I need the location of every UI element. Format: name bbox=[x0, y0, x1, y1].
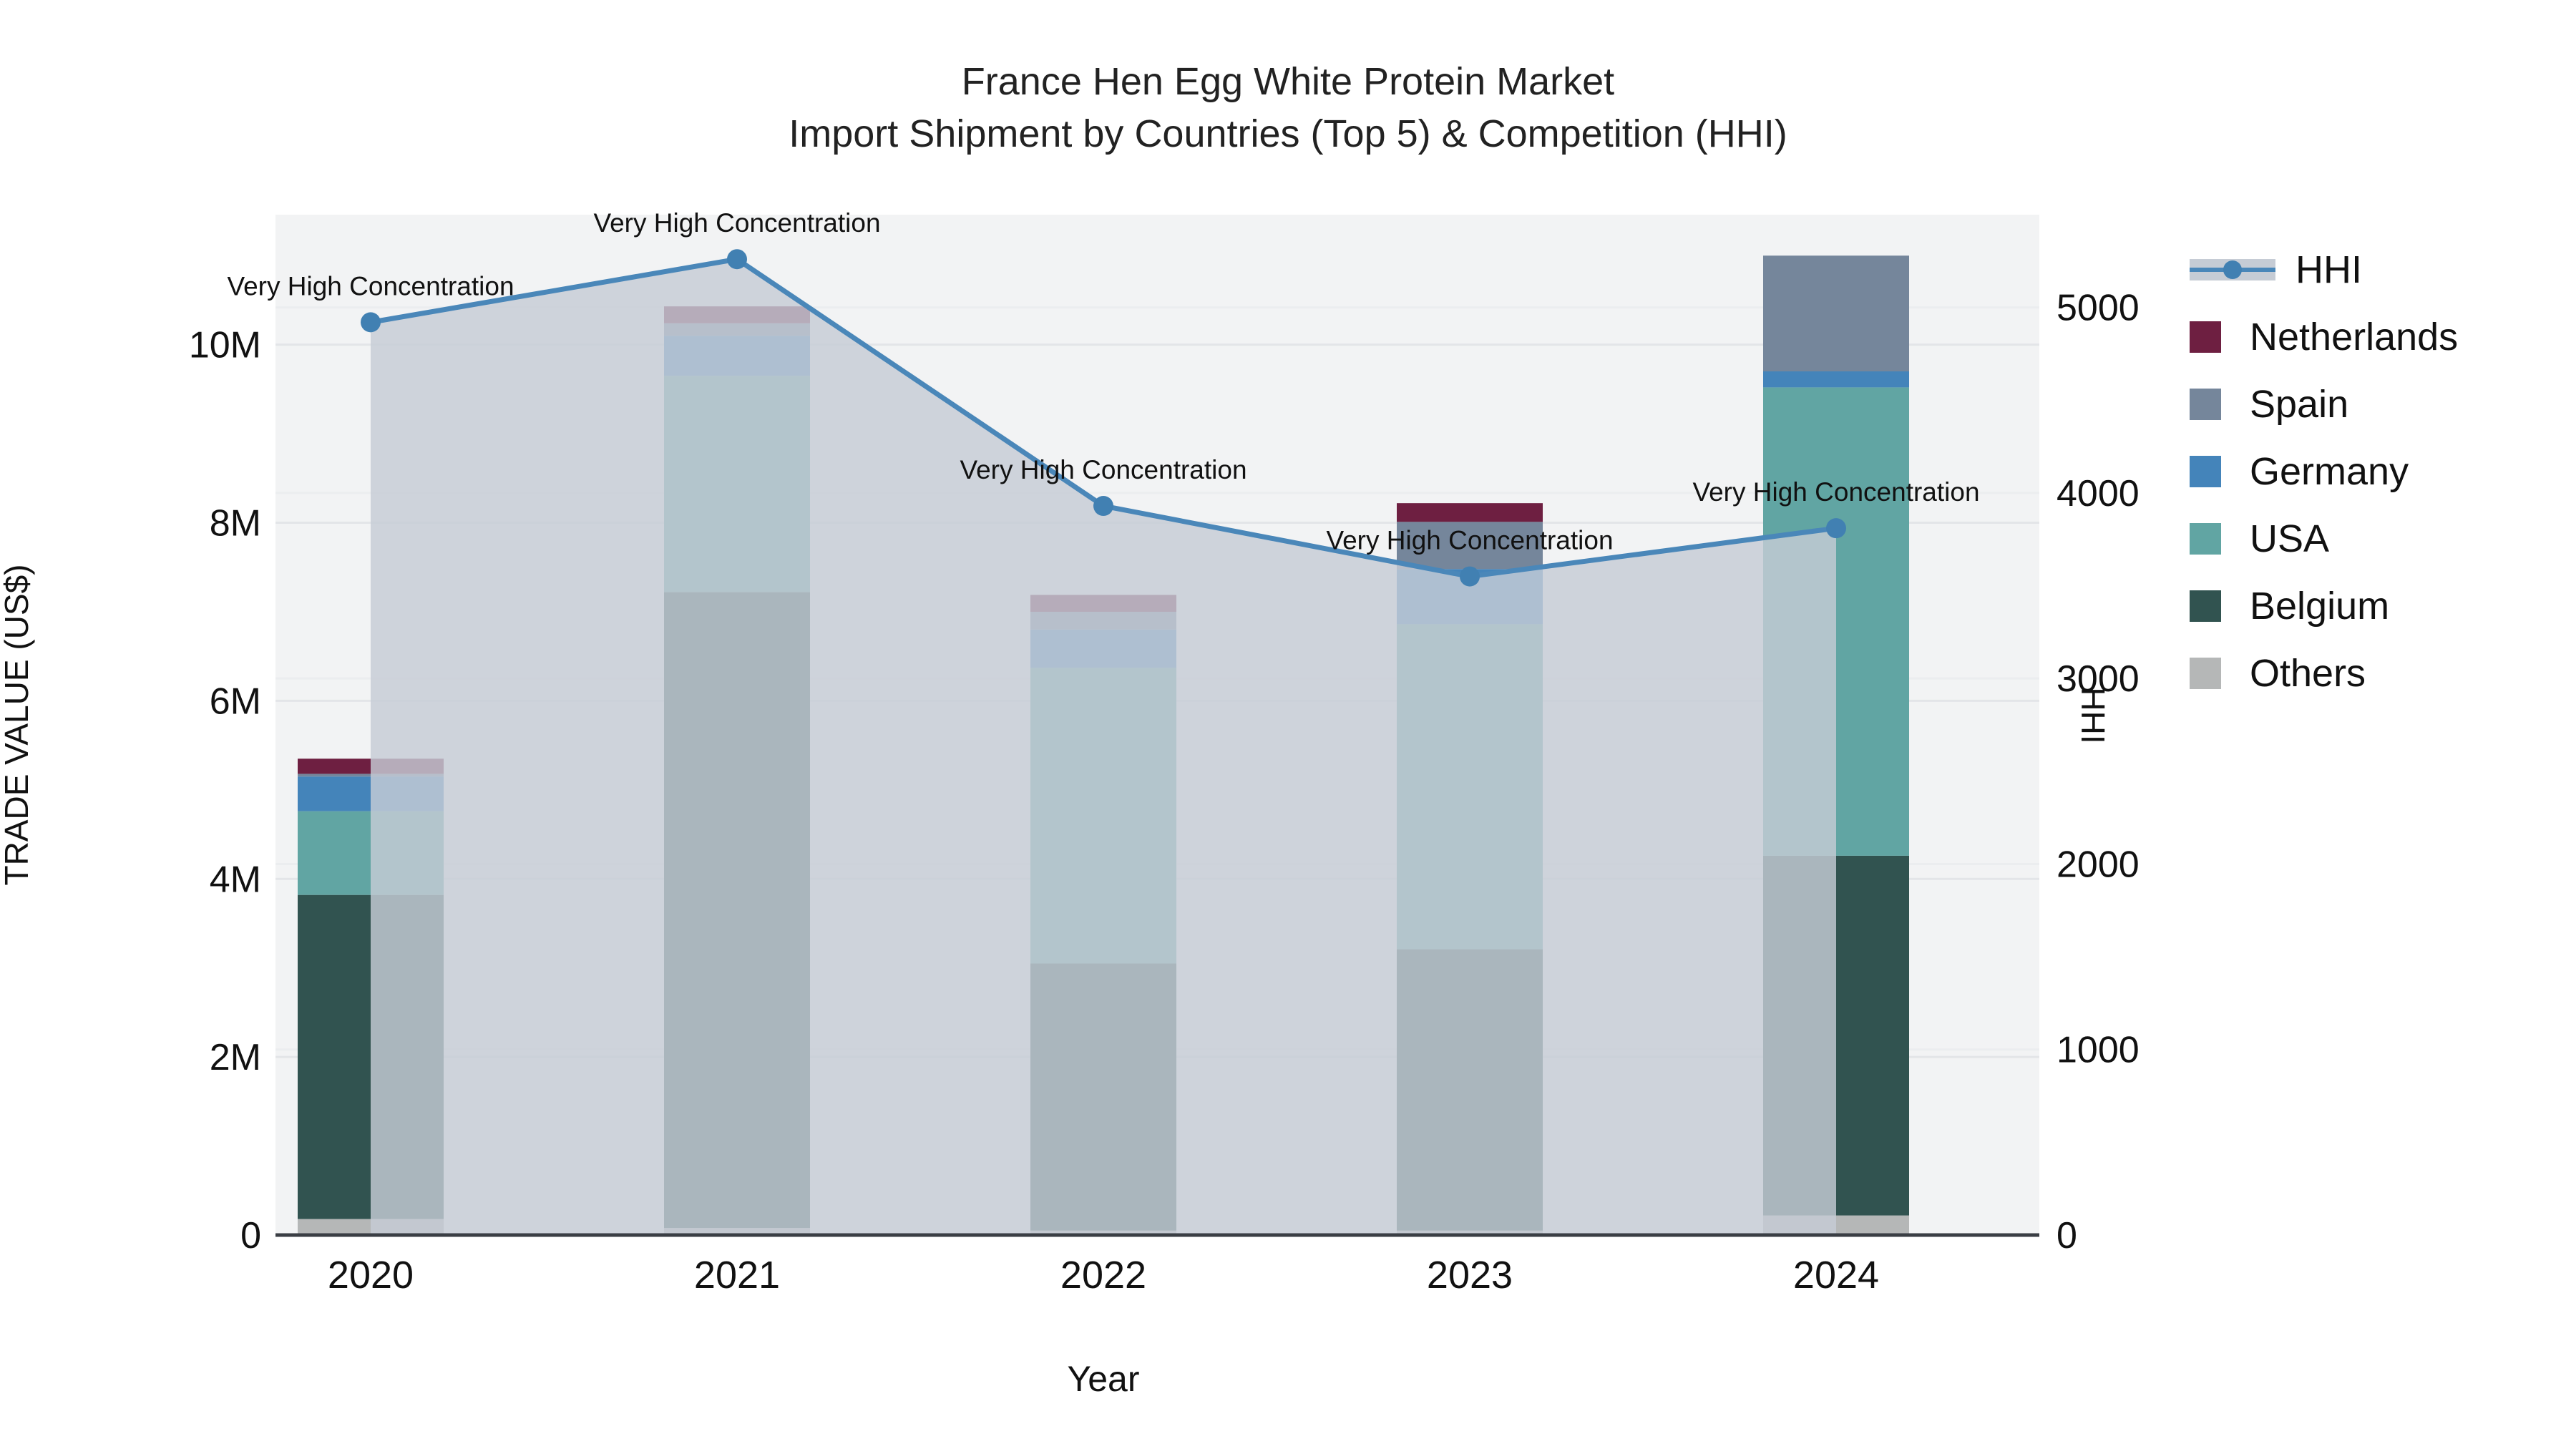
legend-swatch-spain bbox=[2190, 389, 2221, 420]
y2-tick-1000: 1000 bbox=[2057, 1030, 2140, 1071]
legend-label-others: Others bbox=[2250, 652, 2366, 695]
legend-label-netherlands: Netherlands bbox=[2250, 316, 2459, 358]
legend-item-belgium[interactable]: Belgium bbox=[2190, 572, 2458, 640]
legend-item-netherlands[interactable]: Netherlands bbox=[2190, 303, 2458, 371]
legend-swatch-hhi-line-icon bbox=[2190, 259, 2275, 280]
bar-segment-netherlands-2023 bbox=[1397, 503, 1543, 522]
legend-item-usa[interactable]: USA bbox=[2190, 505, 2458, 572]
annotation-2023: Very High Concentration bbox=[1326, 526, 1613, 555]
legend: HHI Netherlands Spain Germany USA Belgium Othe… bbox=[2190, 236, 2458, 707]
legend-label-usa: USA bbox=[2250, 517, 2330, 560]
legend-swatch-others bbox=[2190, 658, 2221, 689]
y-tick-0: 0 bbox=[240, 1215, 261, 1257]
chart-title-line1: France Hen Egg White Protein Market bbox=[961, 60, 1615, 103]
legend-item-germany[interactable]: Germany bbox=[2190, 438, 2458, 505]
bar-segment-germany-2024 bbox=[1763, 371, 1909, 388]
legend-item-hhi[interactable]: HHI bbox=[2190, 236, 2458, 303]
x-tick-2020: 2020 bbox=[328, 1254, 414, 1297]
bar-segment-spain-2024 bbox=[1763, 255, 1909, 372]
y2-tick-5000: 5000 bbox=[2057, 288, 2140, 329]
y2-tick-2000: 2000 bbox=[2057, 844, 2140, 885]
x-tick-2021: 2021 bbox=[694, 1254, 780, 1297]
legend-swatch-belgium bbox=[2190, 590, 2221, 622]
legend-label-hhi: HHI bbox=[2296, 248, 2362, 291]
hhi-marker-2024 bbox=[1826, 518, 1846, 539]
legend-label-spain: Spain bbox=[2250, 383, 2349, 426]
x-tick-2022: 2022 bbox=[1060, 1254, 1146, 1297]
chart-title: France Hen Egg White Protein Market Impo… bbox=[0, 56, 2576, 160]
annotation-2024: Very High Concentration bbox=[1692, 477, 1979, 507]
legend-swatch-germany bbox=[2190, 456, 2221, 487]
y2-tick-4000: 4000 bbox=[2057, 473, 2140, 514]
legend-item-others[interactable]: Others bbox=[2190, 640, 2458, 707]
legend-swatch-usa bbox=[2190, 523, 2221, 555]
y-tick-2M: 2M bbox=[210, 1037, 261, 1078]
y2-tick-3000: 3000 bbox=[2057, 658, 2140, 700]
legend-item-spain[interactable]: Spain bbox=[2190, 371, 2458, 438]
x-tick-2023: 2023 bbox=[1427, 1254, 1513, 1297]
legend-label-belgium: Belgium bbox=[2250, 585, 2390, 628]
annotation-2021: Very High Concentration bbox=[593, 208, 880, 238]
legend-label-germany: Germany bbox=[2250, 450, 2409, 493]
hhi-marker-2023 bbox=[1460, 566, 1480, 587]
y2-tick-0: 0 bbox=[2057, 1215, 2077, 1257]
chart-title-line2: Import Shipment by Countries (Top 5) & C… bbox=[789, 112, 1787, 155]
annotation-2022: Very High Concentration bbox=[960, 455, 1246, 484]
y-tick-4M: 4M bbox=[210, 859, 261, 900]
y-tick-8M: 8M bbox=[210, 503, 261, 545]
hhi-marker-2020 bbox=[361, 312, 381, 333]
hhi-marker-2021 bbox=[727, 249, 747, 270]
y-tick-10M: 10M bbox=[189, 325, 261, 366]
x-tick-2024: 2024 bbox=[1793, 1254, 1879, 1297]
hhi-area-fill bbox=[371, 259, 1836, 1235]
legend-swatch-netherlands bbox=[2190, 321, 2221, 353]
x-axis-title: Year bbox=[1067, 1359, 1140, 1399]
annotation-2020: Very High Concentration bbox=[227, 271, 514, 301]
hhi-marker-2022 bbox=[1093, 496, 1113, 517]
y-tick-6M: 6M bbox=[210, 680, 261, 722]
bar-segment-spain-2023 bbox=[1397, 522, 1543, 570]
